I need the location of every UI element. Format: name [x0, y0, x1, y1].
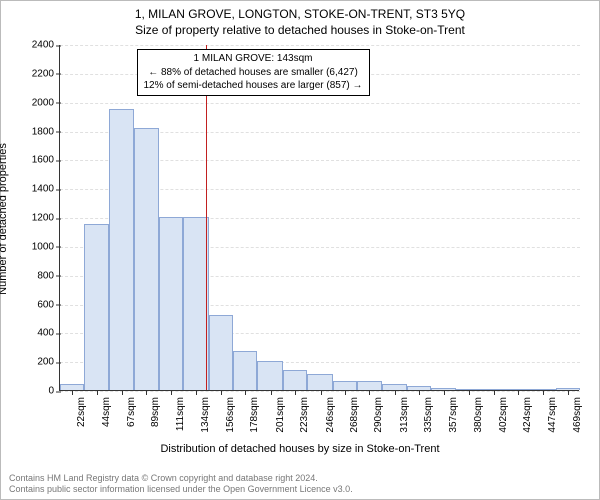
plot-area: 0200400600800100012001400160018002000220… — [59, 45, 579, 391]
chart-container: 1, MILAN GROVE, LONGTON, STOKE-ON-TRENT,… — [0, 0, 600, 500]
x-tick-mark — [395, 390, 396, 395]
x-axis-label: Distribution of detached houses by size … — [1, 443, 599, 455]
x-tick-label: 89sqm — [150, 397, 161, 427]
footer-line1: Contains HM Land Registry data © Crown c… — [9, 473, 353, 484]
x-tick-label: 156sqm — [225, 397, 236, 433]
x-tick-label: 402sqm — [498, 397, 509, 433]
histogram-bar — [183, 217, 209, 390]
x-tick-mark — [72, 390, 73, 395]
y-tick-label: 2000 — [32, 97, 60, 108]
x-tick-label: 335sqm — [423, 397, 434, 433]
y-tick-label: 600 — [37, 299, 60, 310]
x-tick-mark — [271, 390, 272, 395]
y-tick-label: 0 — [48, 386, 60, 397]
x-tick-mark — [171, 390, 172, 395]
histogram-bar — [307, 374, 333, 390]
x-tick-label: 268sqm — [349, 397, 360, 433]
y-axis-label: Number of detached properties — [0, 143, 9, 295]
y-tick-label: 1400 — [32, 184, 60, 195]
y-tick-label: 800 — [37, 270, 60, 281]
x-tick-label: 469sqm — [572, 397, 583, 433]
x-tick-mark — [543, 390, 544, 395]
y-tick-label: 2200 — [32, 68, 60, 79]
x-tick-label: 313sqm — [399, 397, 410, 433]
histogram-bar — [257, 361, 283, 390]
x-tick-label: 223sqm — [299, 397, 310, 433]
y-tick-label: 400 — [37, 328, 60, 339]
y-tick-label: 1000 — [32, 241, 60, 252]
x-tick-mark — [568, 390, 569, 395]
x-tick-label: 380sqm — [473, 397, 484, 433]
chart-title-address: 1, MILAN GROVE, LONGTON, STOKE-ON-TRENT,… — [1, 1, 599, 21]
x-tick-label: 201sqm — [275, 397, 286, 433]
annotation-box: 1 MILAN GROVE: 143sqm ← 88% of detached … — [137, 49, 370, 96]
y-tick-label: 1200 — [32, 213, 60, 224]
x-tick-label: 111sqm — [175, 397, 186, 431]
footer-line2: Contains public sector information licen… — [9, 484, 353, 495]
x-tick-label: 178sqm — [249, 397, 260, 433]
x-tick-label: 447sqm — [547, 397, 558, 433]
attribution-footer: Contains HM Land Registry data © Crown c… — [9, 473, 353, 496]
gridline — [60, 45, 580, 46]
y-tick-label: 2400 — [32, 40, 60, 51]
y-tick-label: 200 — [37, 357, 60, 368]
x-tick-mark — [369, 390, 370, 395]
x-tick-mark — [345, 390, 346, 395]
x-tick-mark — [146, 390, 147, 395]
reference-line — [206, 45, 207, 390]
x-tick-mark — [295, 390, 296, 395]
x-tick-mark — [419, 390, 420, 395]
x-tick-mark — [97, 390, 98, 395]
y-tick-label: 1600 — [32, 155, 60, 166]
x-tick-mark — [469, 390, 470, 395]
x-tick-mark — [245, 390, 246, 395]
annotation-line2: ← 88% of detached houses are smaller (6,… — [144, 66, 363, 80]
x-tick-label: 424sqm — [522, 397, 533, 433]
chart-subtitle: Size of property relative to detached ho… — [1, 21, 599, 37]
x-tick-mark — [122, 390, 123, 395]
x-tick-label: 290sqm — [373, 397, 384, 433]
x-tick-label: 67sqm — [126, 397, 137, 427]
annotation-line1: 1 MILAN GROVE: 143sqm — [144, 52, 363, 66]
x-tick-label: 357sqm — [448, 397, 459, 433]
histogram-bar — [209, 315, 233, 390]
x-tick-mark — [321, 390, 322, 395]
histogram-bar — [109, 109, 135, 390]
x-tick-label: 134sqm — [200, 397, 211, 433]
x-tick-mark — [518, 390, 519, 395]
x-tick-mark — [196, 390, 197, 395]
x-tick-label: 246sqm — [325, 397, 336, 433]
histogram-bar — [333, 381, 357, 390]
histogram-bar — [159, 217, 183, 390]
x-tick-mark — [444, 390, 445, 395]
y-tick-label: 1800 — [32, 126, 60, 137]
histogram-bar — [134, 128, 158, 390]
histogram-bar — [283, 370, 307, 390]
x-tick-mark — [494, 390, 495, 395]
x-tick-mark — [221, 390, 222, 395]
histogram-bar — [84, 224, 108, 390]
x-tick-label: 22sqm — [76, 397, 87, 427]
gridline — [60, 103, 580, 104]
histogram-bar — [233, 351, 257, 390]
annotation-line3: 12% of semi-detached houses are larger (… — [144, 79, 363, 93]
histogram-bar — [357, 381, 381, 390]
x-tick-label: 44sqm — [101, 397, 112, 427]
